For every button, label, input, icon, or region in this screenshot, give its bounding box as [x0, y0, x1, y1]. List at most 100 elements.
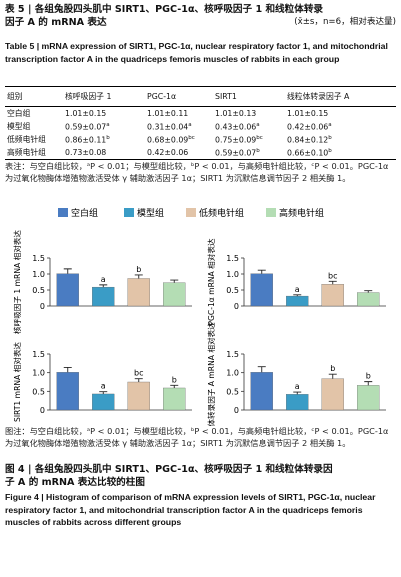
table-row: 高频电针组 0.73±0.08 0.42±0.06 0.59±0.07b 0.66±0.… — [5, 146, 396, 160]
table-cell: 1.01±0.13 — [213, 107, 285, 121]
table-cell: 0.68±0.09bc — [145, 133, 213, 146]
y-tick-label: 0.5 — [226, 286, 239, 295]
cell-value: 1.01±0.11 — [147, 109, 189, 118]
table-caption-en: Table 5 | mRNA expression of SIRT1, PGC-… — [5, 41, 388, 64]
table-body: 空白组 1.01±0.15 1.01±0.11 1.01±0.13 1.01±0.15 模… — [5, 107, 396, 160]
significance-label: b — [136, 265, 141, 274]
bar — [250, 372, 273, 411]
table-header: 组别 核呼吸因子 1 PGC-1α SIRT1 线粒体转录因子 A — [5, 86, 396, 107]
table-cell: 模型组 — [7, 122, 31, 131]
error-bar — [134, 378, 143, 382]
cell-value: 0.66±0.10 — [287, 148, 329, 158]
figure-caption-line: 图 4 | 各组兔股四头肌中 SIRT1、PGC-1α、核呼吸因子 1 和线粒体… — [5, 464, 333, 475]
table-header-cell: SIRT1 — [215, 92, 237, 101]
cell-value: 0.84±0.12 — [287, 135, 329, 145]
cell-superscript: bc — [256, 134, 263, 141]
table-cell: 空白组 — [7, 109, 31, 118]
y-axis-title: PGC-1α mRNA 相对表达 — [206, 238, 216, 326]
table-cell: 0.75±0.09bc — [213, 133, 285, 146]
cell-value: 0.59±0.07 — [65, 122, 107, 132]
table-cell: 低频电针组 — [7, 135, 46, 144]
y-tick-label: 1.5 — [226, 350, 239, 359]
error-bar — [293, 391, 302, 395]
cell-value: 0.31±0.04 — [147, 122, 189, 132]
cell-superscript: b — [106, 134, 110, 141]
significance-label: b — [366, 372, 371, 381]
cell-superscript: bc — [188, 134, 195, 141]
table-row: 空白组 1.01±0.15 1.01±0.11 1.01±0.13 1.01±0.15 — [5, 107, 396, 121]
table-cell: 0.42±0.06 — [145, 146, 213, 160]
table-caption-line: 因子 A 的 mRNA 表达 — [5, 17, 107, 28]
table-stat: (x̄±s，n=6，相对表达量) — [294, 17, 396, 27]
table-cell: 0.59±0.07b — [213, 146, 285, 160]
y-tick-label: 1.5 — [32, 254, 45, 263]
table-header-cell: PGC-1α — [147, 92, 177, 101]
table-cell: 0.31±0.04a — [145, 120, 213, 133]
error-bar — [328, 280, 337, 285]
table-cell: 1.01±0.15 — [285, 107, 396, 121]
bar — [357, 385, 380, 411]
bar — [163, 387, 186, 411]
legend-swatch — [124, 208, 134, 217]
bar — [286, 295, 309, 307]
cell-superscript: a — [256, 121, 260, 128]
table-cell: 0.84±0.12b — [285, 133, 396, 146]
table-note: 表注：与空白组比较，ᵃP < 0.01；与模型组比较，ᵇP < 0.01，与高频… — [5, 161, 389, 184]
cell-value: 0.75±0.09 — [215, 135, 257, 145]
legend-swatch — [58, 208, 68, 217]
error-bar — [293, 294, 302, 297]
error-bar — [63, 268, 72, 274]
error-bar — [99, 284, 108, 288]
error-bar — [134, 274, 143, 279]
figure-note: 图注：与空白组比较，ᵃP < 0.01；与模型组比较，ᵇP < 0.01，与高频… — [5, 426, 389, 449]
bar — [56, 372, 79, 411]
error-bar — [63, 366, 72, 373]
significance-label: b — [330, 364, 335, 373]
cell-value: 0.86±0.11 — [65, 135, 107, 145]
bar — [321, 378, 344, 411]
y-tick-label: 1.0 — [226, 369, 239, 378]
y-tick-label: 0.5 — [226, 387, 239, 396]
y-axis-title: 核呼吸因子 1 mRNA 相对表达 — [12, 230, 22, 334]
cell-value: 0.59±0.07 — [215, 148, 257, 158]
error-bar — [257, 269, 266, 274]
y-tick-label: 0.5 — [32, 387, 45, 396]
cell-value: 0.42±0.06 — [147, 148, 189, 157]
y-axis-title: 线粒体转录因子 A mRNA 相对表达 — [206, 322, 216, 426]
cell-value: 0.43±0.06 — [215, 122, 257, 132]
table-header-cell: 线粒体转录因子 A — [287, 92, 350, 101]
legend-label: 高频电针组 — [279, 207, 324, 219]
table-cell: 0.86±0.11b — [63, 133, 145, 146]
bar — [127, 381, 150, 411]
y-tick-label: 0 — [40, 406, 45, 415]
table-cell: 高频电针组 — [7, 148, 46, 157]
legend-label: 空白组 — [71, 207, 98, 219]
cell-superscript: b — [256, 147, 260, 154]
error-bar — [257, 366, 266, 373]
legend-label: 低频电针组 — [199, 207, 244, 219]
figure-caption-line: 子 A 的 mRNA 表达比较的柱图 — [5, 477, 145, 488]
table-header-cell: 组别 — [7, 92, 23, 101]
cell-superscript: b — [328, 134, 332, 141]
table: 组别 核呼吸因子 1 PGC-1α SIRT1 线粒体转录因子 A 空白组 1.01±0.… — [5, 86, 396, 160]
table-row: 模型组 0.59±0.07a 0.31±0.04a 0.43±0.06a 0.42±0.… — [5, 120, 396, 133]
y-axis-title: SIRT1 mRNA 相对表达 — [12, 342, 22, 422]
cell-value: 0.42±0.06 — [287, 122, 329, 132]
table-cell: 0.66±0.10b — [285, 146, 396, 160]
table-cell: 0.42±0.06a — [285, 120, 396, 133]
significance-label: a — [101, 275, 106, 284]
table-cell: 0.59±0.07a — [63, 120, 145, 133]
bar — [163, 282, 186, 307]
error-bar — [328, 373, 337, 379]
cell-value: 1.01±0.15 — [287, 109, 329, 118]
significance-label: bc — [134, 369, 143, 378]
cell-value: 0.73±0.08 — [65, 148, 107, 157]
cell-superscript: a — [106, 121, 110, 128]
cell-value: 1.01±0.15 — [65, 109, 107, 118]
y-tick-label: 0.5 — [32, 286, 45, 295]
bar — [357, 292, 380, 307]
table-cell: 0.73±0.08 — [63, 146, 145, 160]
bar — [321, 284, 344, 307]
figure-caption-en: Figure 4 | Histogram of comparison of mR… — [5, 492, 376, 528]
